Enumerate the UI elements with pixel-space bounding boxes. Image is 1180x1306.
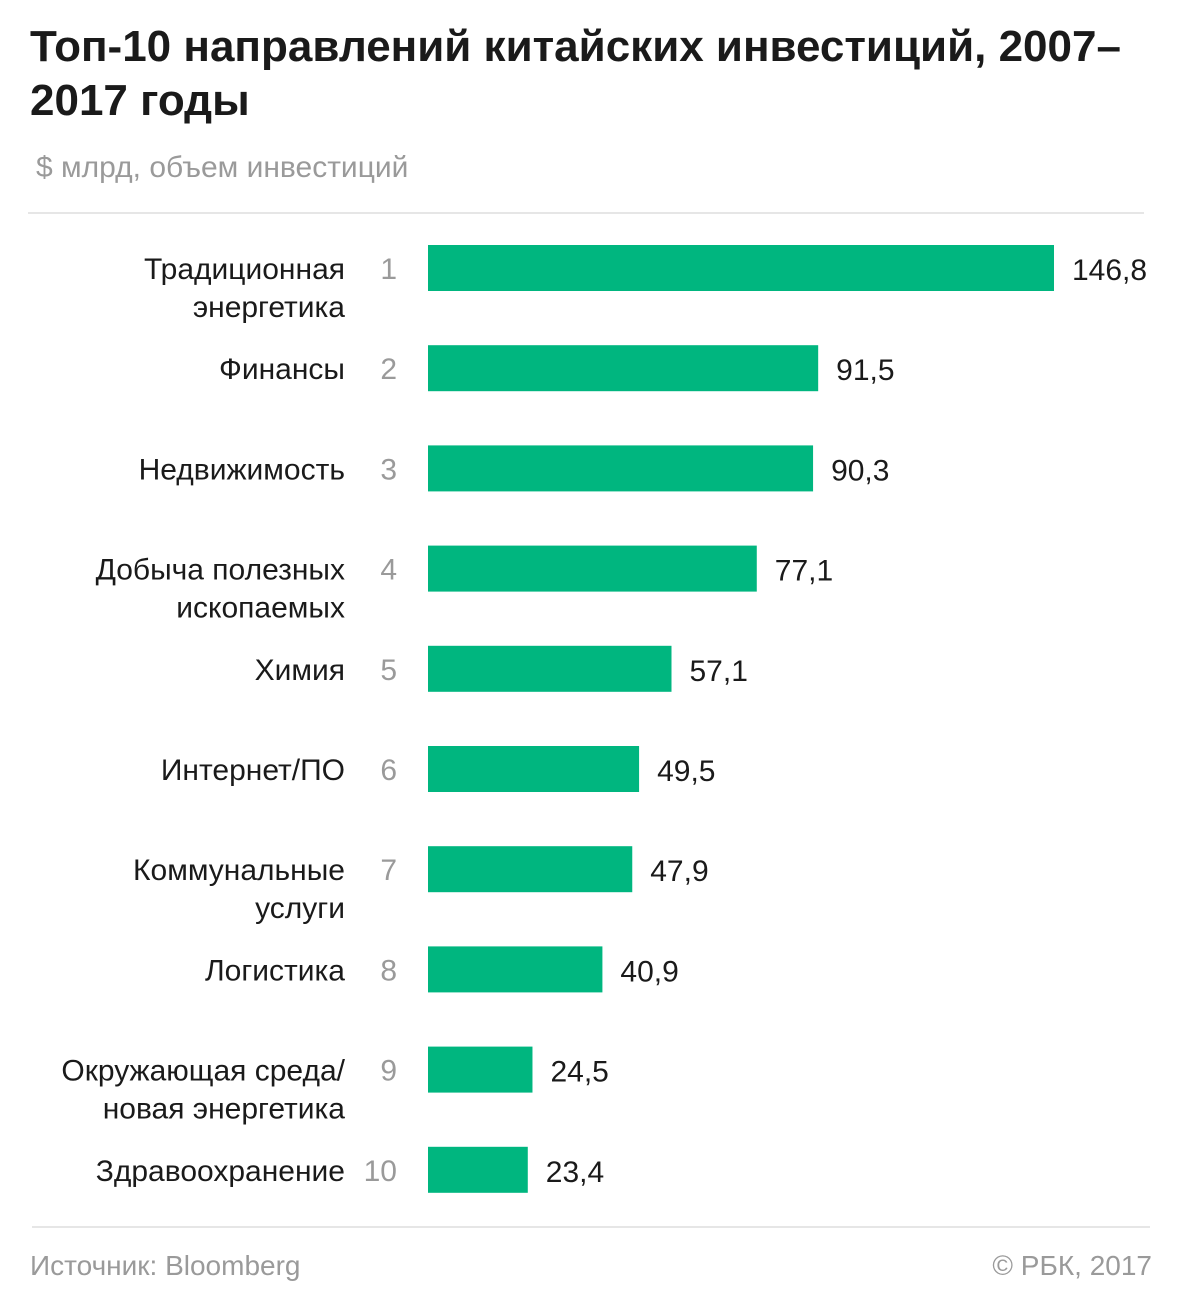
category-label-1: Традиционная энергетика: [144, 253, 345, 324]
bar-7: [428, 846, 633, 893]
category-label-5: Химия: [255, 654, 345, 687]
rank-label-8: 8: [380, 954, 397, 987]
category-label-8: Логистика: [205, 954, 345, 987]
bar-10: [428, 1146, 528, 1193]
value-label-4: 77,1: [775, 555, 833, 588]
category-label-7: Коммунальные услуги: [133, 854, 345, 925]
category-label-10: Здравоохранение: [96, 1155, 345, 1188]
rank-label-3: 3: [380, 453, 397, 486]
rank-label-9: 9: [380, 1055, 397, 1088]
value-label-9: 24,5: [550, 1056, 608, 1089]
rank-label-5: 5: [380, 654, 397, 687]
rank-label-1: 1: [380, 253, 397, 286]
bar-2: [428, 345, 819, 392]
rank-label-2: 2: [380, 353, 397, 386]
bar-9: [428, 1046, 533, 1093]
bar-4: [428, 545, 757, 592]
category-label-3: Недвижимость: [139, 453, 345, 486]
value-label-5: 57,1: [689, 655, 747, 688]
chart-title: Топ-10 направлений китайских инвестиций,…: [30, 22, 1121, 125]
copyright-credit: © РБК, 2017: [992, 1250, 1152, 1281]
top-divider: [28, 212, 1144, 214]
value-label-8: 40,9: [620, 955, 678, 988]
value-label-1: 146,8: [1072, 254, 1147, 287]
category-label-6: Интернет/ПО: [161, 754, 345, 787]
rank-label-6: 6: [380, 754, 397, 787]
bar-8: [428, 946, 603, 993]
value-label-10: 23,4: [546, 1156, 604, 1189]
value-label-7: 47,9: [650, 855, 708, 888]
rank-label-4: 4: [380, 554, 397, 587]
value-label-6: 49,5: [657, 755, 715, 788]
bar-6: [428, 746, 640, 792]
bar-5: [428, 645, 672, 692]
value-label-2: 91,5: [836, 354, 894, 387]
rank-label-7: 7: [380, 854, 397, 887]
source-note: Источник: Bloomberg: [30, 1250, 301, 1281]
category-label-9: Окружающая среда/новая энергетика: [61, 1055, 345, 1126]
bottom-divider: [32, 1226, 1150, 1228]
chart-subtitle: $ млрд, объем инвестиций: [36, 151, 409, 184]
value-label-3: 90,3: [831, 454, 889, 487]
bar-1: [428, 245, 1054, 291]
category-label-2: Финансы: [219, 353, 345, 386]
bar-3: [428, 445, 814, 492]
rank-label-10: 10: [364, 1155, 397, 1188]
category-label-4: Добыча полезных ископаемых: [96, 554, 345, 625]
